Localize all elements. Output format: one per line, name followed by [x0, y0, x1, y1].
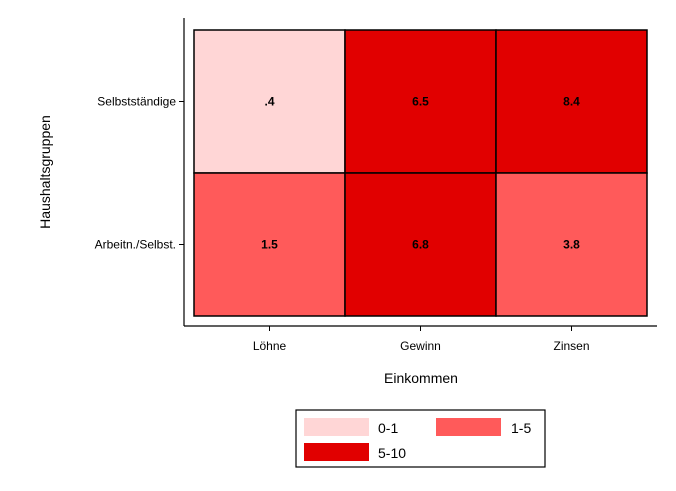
x-axis-title: Einkommen [384, 370, 458, 386]
legend-swatch [436, 418, 501, 436]
heatmap-cells: .4 6.5 8.4 1.5 6.8 3.8 [193, 29, 648, 317]
cell-value-label: 3.8 [563, 238, 580, 252]
cell-value-label: 8.4 [563, 95, 580, 109]
x-tick-label: Löhne [253, 339, 287, 353]
legend-label: 0-1 [378, 420, 398, 436]
heatmap-cell [193, 172, 346, 317]
legend-label: 1-5 [511, 420, 531, 436]
legend: 0-1 1-5 5-10 [295, 409, 546, 468]
heatmap-cell [193, 29, 346, 174]
legend-label: 5-10 [378, 445, 406, 461]
legend-swatch [304, 418, 369, 436]
x-tick-label: Zinsen [553, 339, 589, 353]
y-tick-label: Arbeitn./Selbst. [95, 238, 176, 252]
cell-value-label: .4 [264, 95, 274, 109]
y-axis-title: Haushaltsgruppen [37, 115, 53, 229]
heatmap-cell [495, 172, 648, 317]
cell-value-label: 6.5 [412, 95, 429, 109]
y-tick-label: Selbstständige [97, 95, 176, 109]
legend-swatch [304, 443, 369, 461]
heatmap-cell [344, 29, 497, 174]
x-tick-label: Gewinn [400, 339, 441, 353]
cell-value-label: 6.8 [412, 238, 429, 252]
x-axis-ticks: Löhne Gewinn Zinsen [253, 326, 590, 353]
y-axis-ticks: Selbstständige Arbeitn./Selbst. [95, 95, 184, 252]
cell-value-label: 1.5 [261, 238, 278, 252]
heatmap-cell [495, 29, 648, 174]
